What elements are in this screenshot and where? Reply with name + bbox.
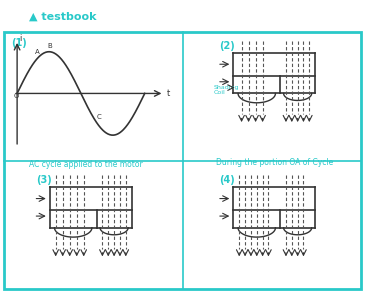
Text: During the portion OA of Cycle: During the portion OA of Cycle [216, 158, 333, 167]
Text: ▲ testbook: ▲ testbook [29, 12, 97, 22]
Text: (4): (4) [219, 175, 235, 185]
Text: (3): (3) [36, 175, 51, 185]
Text: (1): (1) [11, 38, 27, 48]
Text: (2): (2) [219, 41, 235, 51]
Text: AC cycle applied to the motor: AC cycle applied to the motor [29, 160, 143, 169]
Text: Shading
Coil: Shading Coil [214, 85, 239, 95]
Text: B: B [47, 44, 52, 49]
Text: C: C [97, 114, 101, 120]
Text: A: A [35, 48, 39, 55]
Text: O: O [13, 93, 19, 100]
Text: t: t [166, 89, 170, 98]
Text: i: i [19, 34, 22, 43]
